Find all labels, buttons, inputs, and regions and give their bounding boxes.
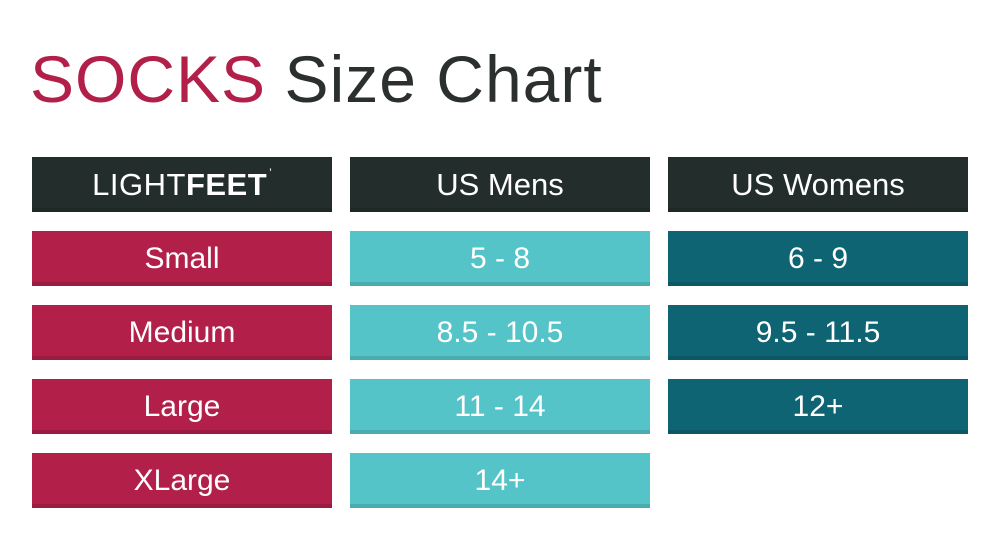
brand-logo-feet: FEET [185,167,268,202]
table-cell-mens-medium: 8.5 - 10.5 [350,305,650,360]
brand-logo-light: LIGHT [92,167,186,202]
table-cell-mens-large: 11 - 14 [350,379,650,434]
table-cell-size-large: Large [32,379,332,434]
page-title: SOCKS Size Chart [30,46,603,112]
table-cell-womens-medium: 9.5 - 11.5 [668,305,968,360]
brand-trademark-icon: ’ [269,166,272,180]
table-cell-size-medium: Medium [32,305,332,360]
title-size-chart: Size Chart [284,42,603,116]
table-cell-size-xlarge: XLarge [32,453,332,508]
table-header-us-mens: US Mens [350,157,650,212]
table-cell-womens-small: 6 - 9 [668,231,968,286]
table-cell-mens-xlarge: 14+ [350,453,650,508]
table-header-brand: LIGHT FEET’ [32,157,332,212]
title-socks: SOCKS [30,42,267,116]
table-cell-womens-xlarge-blank [668,453,968,508]
table-header-us-womens: US Womens [668,157,968,212]
table-cell-size-small: Small [32,231,332,286]
size-table: LIGHT FEET’ US Mens US Womens Small 5 - 8… [32,157,968,508]
table-cell-womens-large: 12+ [668,379,968,434]
table-cell-mens-small: 5 - 8 [350,231,650,286]
